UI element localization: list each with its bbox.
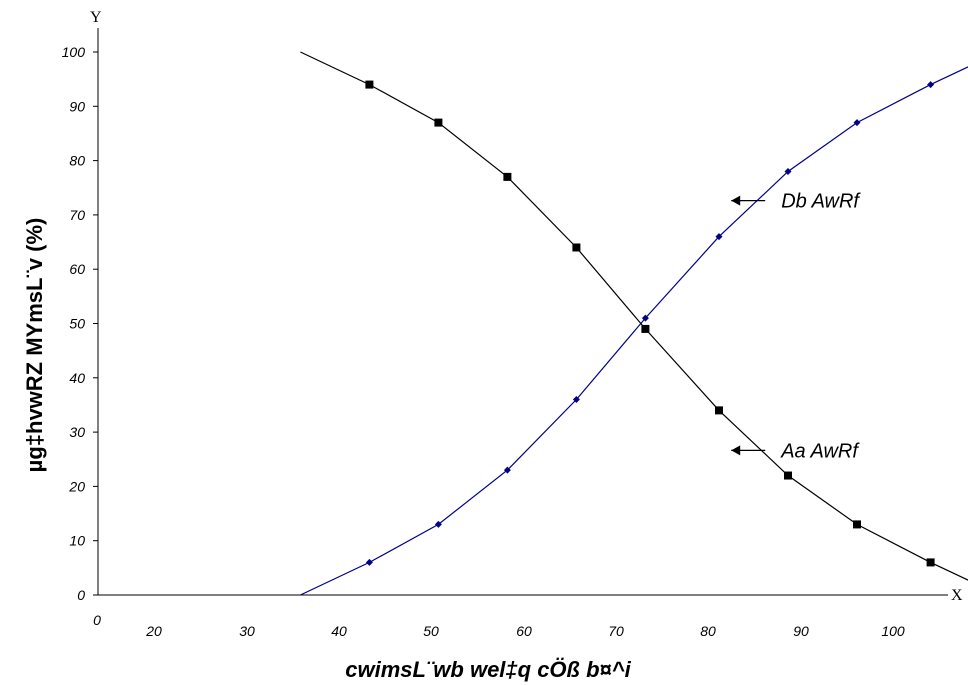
data-point-square — [434, 118, 443, 127]
y-tick-label: 30 — [69, 424, 85, 440]
data-point-square — [641, 324, 650, 333]
y-axis-letter: Y — [90, 9, 102, 26]
series-line — [300, 66, 968, 596]
data-point-diamond — [434, 520, 442, 528]
data-point-diamond — [365, 558, 373, 566]
tick-labels: 0 10 20 30 40 50 60 70 80 90 100 0 20 30 40 50 60 70 80 90 1… — [62, 44, 905, 639]
x-tick-label: 70 — [608, 623, 624, 639]
annotation-label: Db AwRf — [781, 191, 861, 213]
x-tick-label: 0 — [93, 612, 101, 628]
annotations: Db AwRf Aa AwRf — [731, 191, 861, 462]
x-axis-letter: X — [951, 587, 963, 604]
x-tick-label: 80 — [700, 623, 716, 639]
data-point-diamond — [503, 466, 511, 474]
series-line — [300, 51, 968, 581]
x-tick-label: 40 — [331, 623, 347, 639]
annotation: Db AwRf — [731, 191, 861, 213]
data-point-square — [926, 558, 935, 567]
y-tick-label: 0 — [77, 587, 85, 603]
y-tick-label: 40 — [69, 370, 85, 386]
data-point-square — [503, 172, 512, 181]
data-point-diamond — [572, 396, 580, 404]
x-axis-label: cwimsL¨wb wel‡q cÖß b¤^i — [345, 657, 631, 682]
data-point-square — [784, 471, 792, 480]
data-point-diamond — [853, 119, 861, 127]
annotation-arrow-head — [731, 445, 741, 456]
data-point-diamond — [784, 167, 792, 175]
x-tick-label: 100 — [881, 623, 905, 639]
y-tick-label: 20 — [68, 478, 85, 494]
x-tick-label: 20 — [145, 623, 162, 639]
annotation: Aa AwRf — [731, 440, 860, 462]
axes — [93, 28, 948, 596]
annotation-arrow-head — [731, 195, 741, 206]
x-tick-label: 90 — [793, 623, 809, 639]
data-point-diamond — [715, 233, 723, 241]
y-tick-label: 90 — [69, 98, 85, 114]
x-tick-label: 30 — [239, 623, 255, 639]
data-point-square — [715, 406, 723, 415]
data-point-diamond — [927, 81, 935, 89]
x-tick-label: 60 — [516, 623, 532, 639]
data-point-square — [853, 520, 861, 529]
y-tick-label: 80 — [69, 153, 85, 169]
y-tick-label: 100 — [62, 44, 86, 60]
y-tick-label: 10 — [69, 533, 85, 549]
data-point-square — [365, 80, 374, 89]
series-layer — [300, 51, 968, 596]
x-tick-label: 50 — [423, 623, 439, 639]
y-tick-label: 70 — [69, 207, 85, 223]
annotation-label: Aa AwRf — [780, 440, 860, 462]
data-point-square — [572, 243, 581, 252]
y-tick-label: 50 — [69, 316, 85, 332]
y-tick-label: 60 — [69, 261, 85, 277]
y-axis-label: µg‡hvwRZ MYmsL¨v (%) — [22, 218, 47, 473]
data-point-diamond — [641, 314, 649, 322]
